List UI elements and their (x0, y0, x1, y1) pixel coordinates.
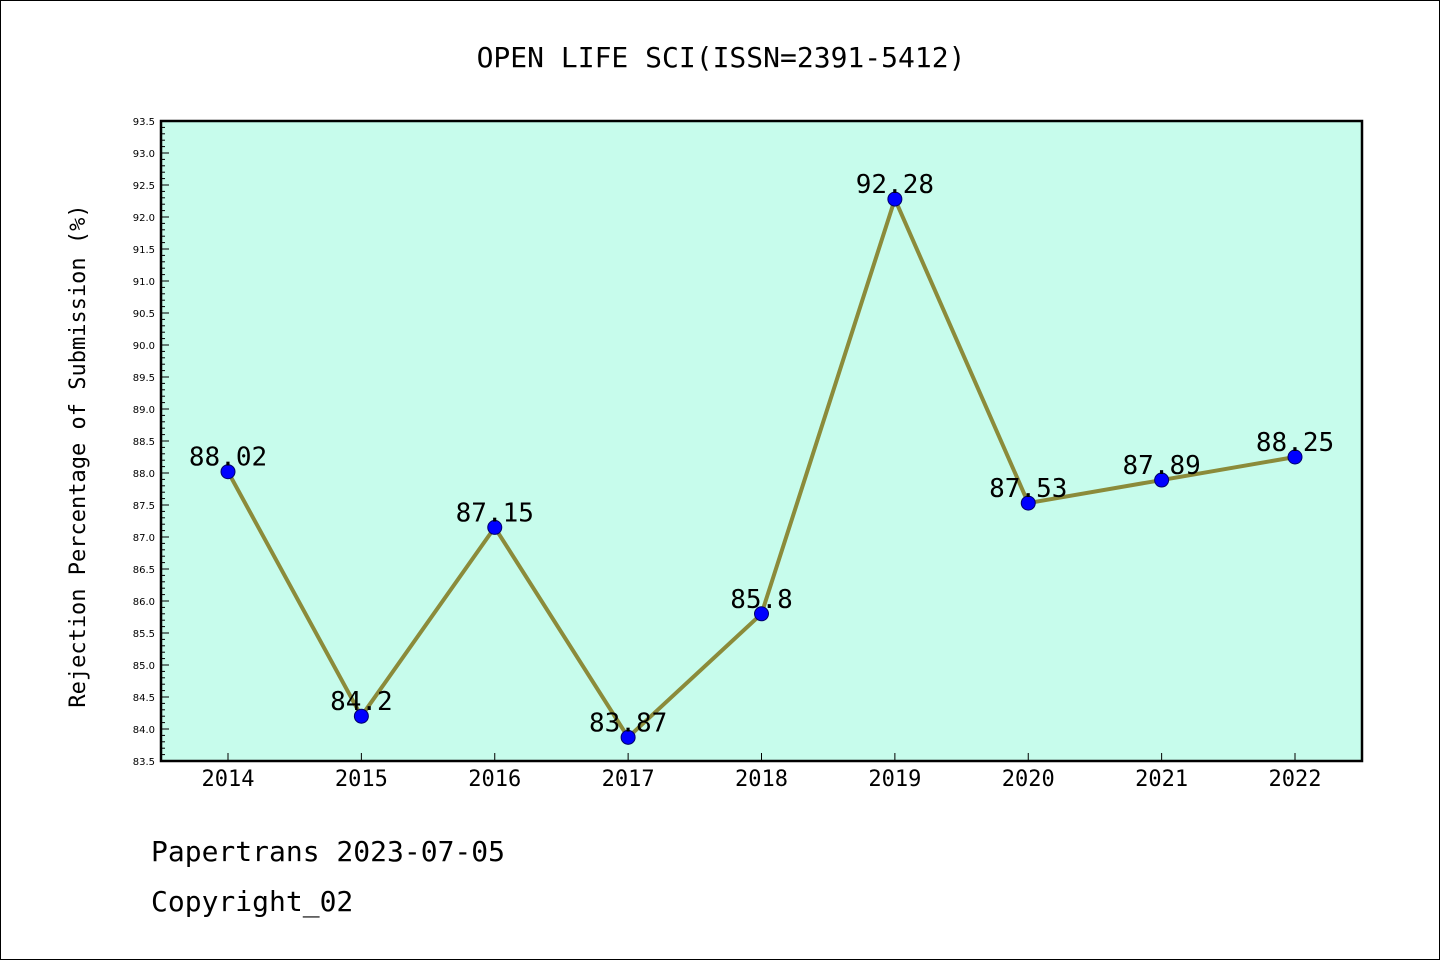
data-label: 85.8 (730, 585, 793, 615)
y-tick-label: 85.0 (133, 661, 155, 672)
y-tick-label: 93.5 (133, 117, 155, 128)
data-point (1154, 472, 1170, 488)
y-tick-label: 87.0 (133, 533, 155, 544)
x-tick-label: 2022 (1269, 767, 1322, 792)
x-axis-ticks: 2014 2015 2016 2017 2018 2019 2020 2021 2022 (202, 753, 1322, 792)
y-tick-label: 91.5 (133, 245, 155, 256)
y-tick-label: 88.5 (133, 437, 155, 448)
data-point (220, 464, 236, 480)
data-point (1020, 495, 1036, 511)
x-tick-label: 2017 (602, 767, 655, 792)
chart-title: OPEN LIFE SCI(ISSN=2391-5412) (477, 41, 966, 74)
x-tick-label: 2014 (202, 767, 255, 792)
x-tick-label: 2020 (1002, 767, 1055, 792)
data-label: 88.02 (189, 443, 267, 473)
plot-border (159, 119, 1364, 763)
y-tick-label: 86.5 (133, 565, 155, 576)
y-tick-label: 84.0 (133, 725, 155, 736)
series-markers (220, 191, 1303, 745)
y-tick-label: 90.0 (133, 341, 155, 352)
y-axis-ticks: 83.5 84.0 84.5 85.0 85.5 86.0 86.5 87.0 87.5 88.0… (133, 117, 169, 768)
footer-source: Papertrans 2023-07-05 (151, 835, 506, 868)
data-label: 88.25 (1256, 428, 1334, 458)
data-label: 87.53 (989, 474, 1067, 504)
x-tick-label: 2021 (1135, 767, 1188, 792)
y-axis-label: Rejection Percentage of Submission (%) (66, 204, 91, 707)
y-tick-label: 91.0 (133, 277, 155, 288)
y-tick-label: 90.5 (133, 309, 155, 320)
data-label: 83.87 (589, 708, 667, 738)
x-tick-label: 2016 (468, 767, 521, 792)
y-tick-label: 92.0 (133, 213, 155, 224)
data-label: 87.89 (1122, 451, 1200, 481)
y-tick-label: 93.0 (133, 149, 155, 160)
data-point (353, 708, 369, 724)
plot-area (161, 121, 1362, 761)
data-point (487, 519, 503, 535)
y-tick-label: 87.5 (133, 501, 155, 512)
y-tick-label: 85.5 (133, 629, 155, 640)
y-tick-label: 83.5 (133, 757, 155, 768)
data-label: 84.2 (330, 687, 393, 717)
y-tick-label: 84.5 (133, 693, 155, 704)
y-tick-label: 89.0 (133, 405, 155, 416)
data-point (620, 729, 636, 745)
data-point (1287, 449, 1303, 465)
footer-copyright: Copyright_02 (151, 885, 354, 918)
x-tick-label: 2015 (335, 767, 388, 792)
x-tick-label: 2018 (735, 767, 788, 792)
data-labels: 88.02 84.2 87.15 83.87 85.8 92.28 87.53 87.89 88… (189, 170, 1334, 738)
y-tick-label: 92.5 (133, 181, 155, 192)
y-tick-label: 86.0 (133, 597, 155, 608)
data-label: 87.15 (456, 498, 534, 528)
data-label: 92.28 (856, 170, 934, 200)
x-tick-label: 2019 (868, 767, 921, 792)
y-tick-label: 89.5 (133, 373, 155, 384)
y-tick-label: 88.0 (133, 469, 155, 480)
data-point (754, 606, 769, 622)
data-point (887, 191, 903, 207)
